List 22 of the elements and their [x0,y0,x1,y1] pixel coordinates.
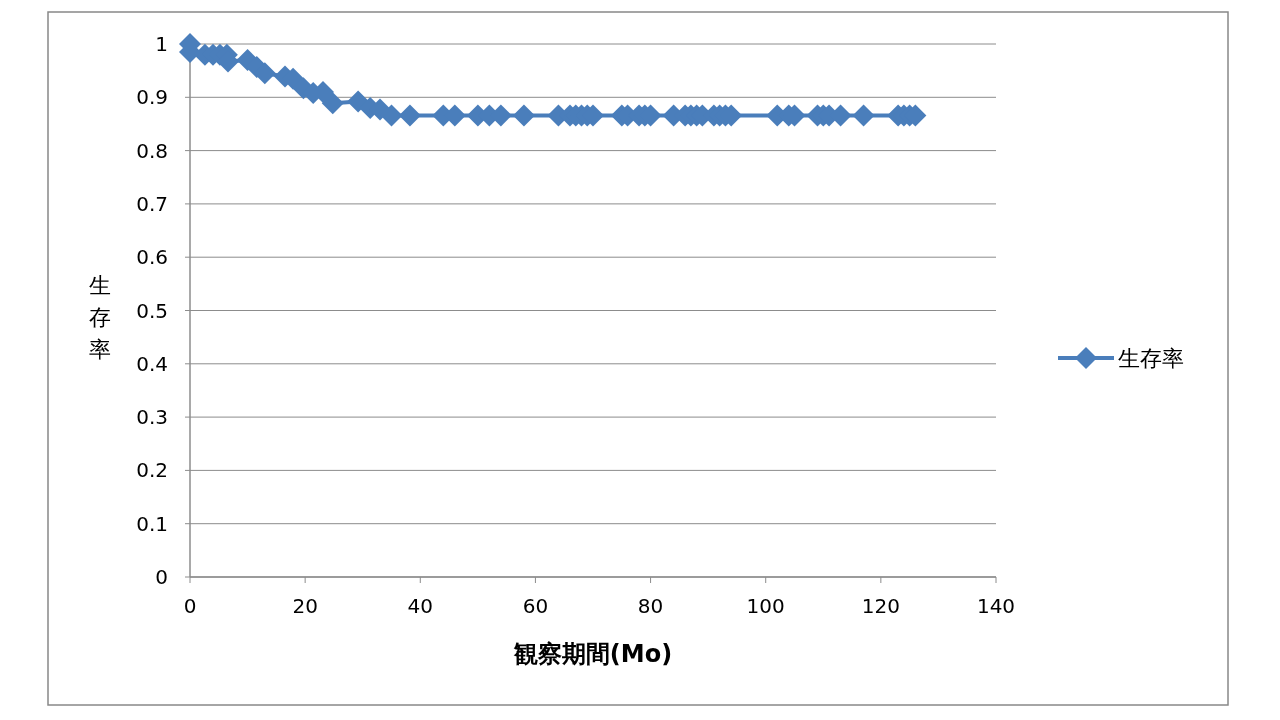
y-axis-title: 生存率 [89,273,111,362]
y-tick-label: 0 [155,565,168,589]
y-tick-label: 0.2 [136,458,168,483]
x-tick-label: 0 [183,594,197,618]
y-tick-label: 1 [155,32,168,56]
y-tick-label: 0.8 [136,138,168,163]
y-tick-label: 0.7 [136,191,168,216]
x-tick-label: 80 [637,594,664,618]
x-axis-title: 観察期間(Mo) [512,640,673,668]
x-tick-label: 40 [407,594,434,618]
y-tick-label: 0.6 [136,245,168,270]
y-tick-label: 0.4 [136,351,168,376]
y-tick-label: 0.9 [136,85,168,110]
legend-label: 生存率 [1118,346,1184,371]
x-tick-label: 100 [746,594,785,618]
x-tick-label: 20 [292,594,318,618]
x-tick-label: 60 [522,594,549,618]
x-tick-label: 140 [976,594,1016,618]
y-tick-label: 0.1 [136,511,168,536]
y-tick-label: 0.3 [136,405,168,430]
y-tick-label: 0.5 [136,298,168,323]
x-tick-label: 120 [861,594,900,618]
